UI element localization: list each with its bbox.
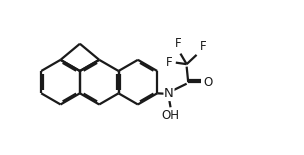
Text: F: F	[175, 37, 181, 50]
Text: F: F	[200, 40, 207, 53]
Text: O: O	[203, 76, 212, 89]
Text: OH: OH	[161, 109, 180, 122]
Text: F: F	[165, 56, 172, 69]
Text: N: N	[164, 87, 174, 100]
